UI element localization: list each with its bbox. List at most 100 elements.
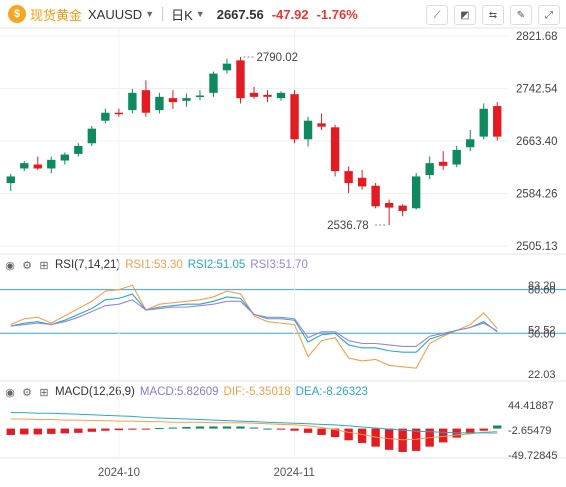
macd-histogram-bar [6,428,15,435]
macd-histogram-bar [290,428,299,431]
candle-body [276,92,286,99]
macd-histogram-bar [439,428,448,443]
gold-logo-icon: $ [8,5,26,23]
rsi1-value: RSI1:53.30 [125,259,183,271]
macd-dea-line [10,412,498,434]
symbol-selector[interactable]: XAUUSD [88,6,143,22]
macd-label: MACD(12,26,9) [55,386,135,398]
rsi-tick-label: 52.52 [528,325,556,337]
macd-header: ◉ ⚙ ⊞ MACD(12,26,9) MACD:5.82609 DIF:-5.… [4,386,368,399]
candle-body [236,60,245,99]
macd-series [6,412,502,452]
macd-tick-label: -2.65479 [508,425,551,437]
candle-body [195,95,205,97]
candle-body [263,94,272,97]
indicator-icon[interactable]: ◩ [454,5,476,25]
macd-histogram-bar [33,428,42,435]
rsi-tick-label: 80.00 [528,285,556,297]
indicator-toggle-icon[interactable]: ⊞ [39,259,49,272]
candle-body [344,171,353,184]
macd-histogram-bar [195,426,205,429]
candle-body [357,177,367,187]
rsi-line-rsi2 [10,293,498,353]
dea-value: DEA:-8.26323 [295,386,368,398]
macd-tick-label: 44.41887 [508,400,554,412]
date-tick-label: 2024-11 [274,467,315,479]
candle-body [60,154,69,161]
macd-histogram-bar [493,425,502,429]
macd-histogram-bar [155,428,164,430]
candle-body [209,73,218,93]
macd-histogram-bar [128,428,137,430]
candle-body [303,120,313,140]
rsi2-value: RSI2:51.05 [187,259,246,271]
divider [162,7,164,21]
candle-body [128,92,137,111]
grid-lines [0,27,566,459]
draw-line-icon[interactable]: ⟋ [426,5,448,25]
price-change-pct: -1.76% [316,6,358,22]
macd-value: MACD:5.82609 [139,386,219,398]
fullscreen-icon[interactable]: ⤢ [538,5,560,25]
candle-body [466,139,475,148]
macd-histogram-bar [249,427,259,429]
candle-body [317,123,326,127]
macd-dif-line [10,418,498,441]
eye-icon[interactable]: ◉ [5,386,15,399]
price-change: -47.92 [271,6,309,22]
candle-body [222,63,232,71]
macd-histogram-bar [101,428,110,431]
candle-body [425,163,434,176]
candle-body [168,98,178,103]
macd-histogram-bar [209,426,218,429]
macd-histogram-bar [330,428,340,438]
rsi-label: RSI(7,14,21) [55,259,121,271]
candle-body [20,163,29,169]
candle-body [493,106,502,137]
candle-body [398,205,407,211]
rsi3-value: RSI3:51.70 [250,259,308,271]
rsi-tick-label: 83.20 [528,280,556,292]
macd-histogram-bar [182,426,191,429]
macd-histogram-bar [60,428,69,434]
macd-histogram-bar [411,428,421,451]
eye-icon[interactable]: ◉ [5,259,15,272]
macd-histogram-bar [74,428,83,433]
rsi-line-rsi3 [10,299,498,347]
rsi-tick-label: 22.03 [528,369,556,381]
macd-histogram-bar [371,428,380,447]
candle-body [479,108,488,137]
candle-body [101,112,110,121]
candle-body [87,128,97,144]
date-tick-label: 2024-10 [98,467,140,479]
candle-body [114,112,124,115]
price-tick-label: 2505.13 [516,241,558,253]
candle-body [74,145,83,154]
compare-icon[interactable]: ⇆ [482,5,504,25]
candle-body [141,90,151,113]
macd-histogram-bar [317,428,326,435]
macd-histogram-bar [20,428,29,435]
dif-value: DIF:-5.35018 [223,386,291,398]
price-tick-label: 2821.68 [516,31,558,43]
candle-body [411,176,421,209]
macd-histogram-bar [466,428,475,434]
candle-body [6,176,15,184]
macd-histogram-bar [398,428,407,452]
macd-histogram-bar [87,428,97,432]
pen-icon[interactable]: ✎ [510,5,532,25]
macd-tick-label: -49.72845 [508,450,558,462]
candle-body [371,185,380,207]
rsi-header: ◉ ⚙ ⊞ RSI(7,14,21) RSI1:53.30 RSI2:51.05… [4,259,308,272]
low-annotation: 2536.78 [327,220,369,232]
timeframe-selector[interactable]: 日K [171,7,193,23]
timeframe-chevron-down-icon[interactable]: ▼ [195,9,205,19]
candlestick-series [6,57,502,226]
indicator-toggle-icon[interactable]: ⊞ [39,386,49,399]
settings-icon[interactable]: ⚙ [22,386,32,399]
settings-icon[interactable]: ⚙ [22,259,32,272]
macd-histogram-bar [276,428,286,430]
macd-histogram-bar [47,428,56,434]
symbol-chevron-down-icon[interactable]: ▼ [145,9,155,19]
